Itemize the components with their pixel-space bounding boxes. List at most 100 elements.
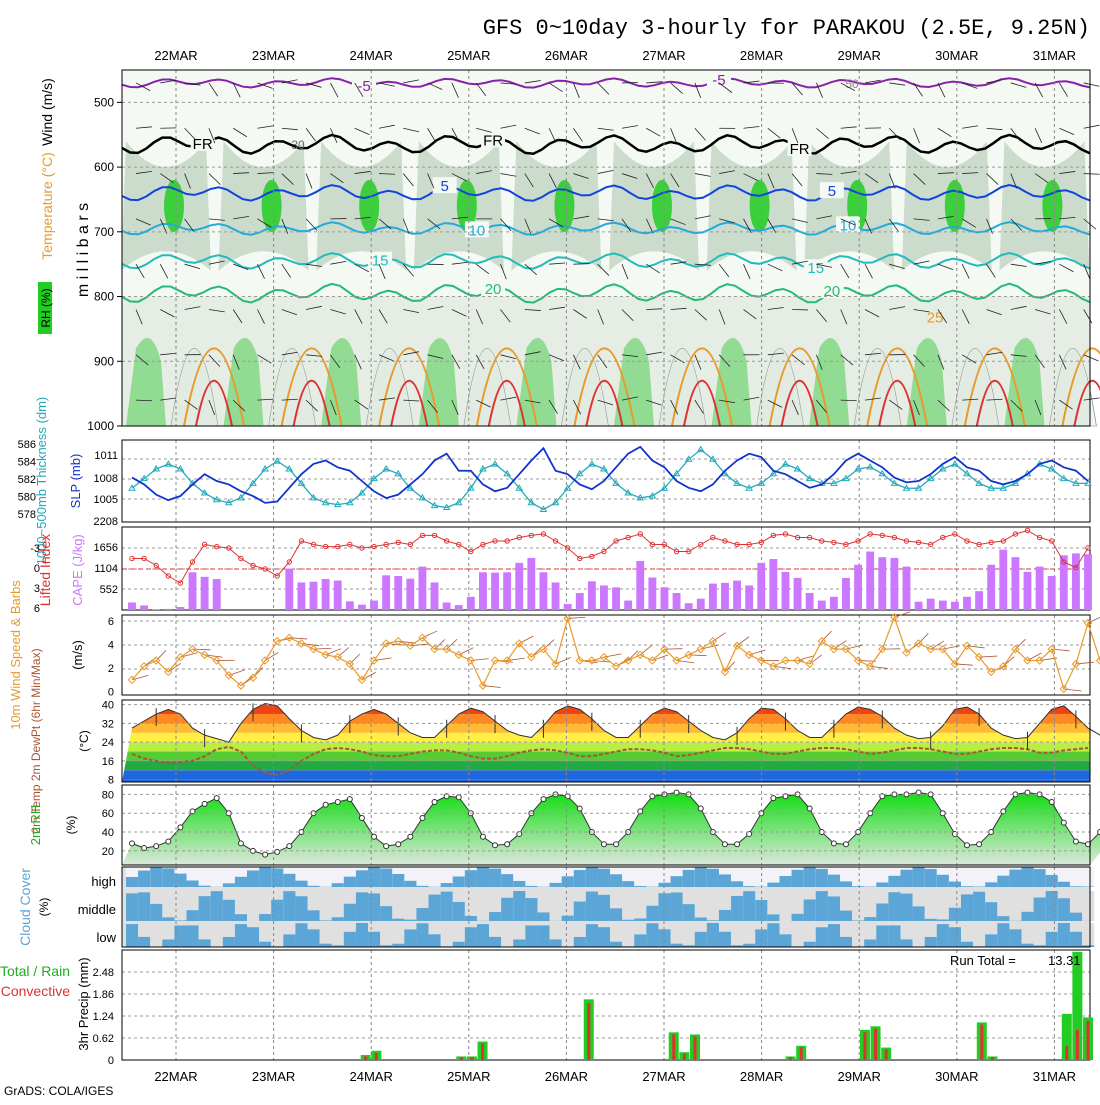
- cape-bar: [213, 579, 221, 610]
- cloud-cell-bg: [320, 923, 332, 947]
- date-label-top: 31MAR: [1033, 48, 1076, 63]
- cloud-cell: [1034, 869, 1046, 887]
- cloud-cell-bg: [622, 891, 634, 921]
- cape-bar: [334, 581, 342, 610]
- rh2m-point: [505, 842, 510, 847]
- wind10-axis-label: 10m Wind Speed & Barbs: [8, 580, 23, 730]
- cape-bar: [624, 601, 632, 610]
- cloud-cell: [852, 920, 864, 921]
- rh2m-point: [1073, 839, 1078, 844]
- rh2m-axis-label: 2m RH: [28, 805, 43, 845]
- contour-20-label: 20: [485, 281, 502, 298]
- rh2m-point: [178, 825, 183, 830]
- cloud-cell: [598, 869, 610, 887]
- cape-bar: [394, 576, 402, 610]
- cloud-cell-bg: [308, 867, 320, 887]
- temp-band: [122, 770, 1090, 779]
- date-label-top: 22MAR: [154, 48, 197, 63]
- cape-bar: [382, 575, 390, 610]
- rh2m-point: [614, 842, 619, 847]
- cape-bar: [297, 582, 305, 610]
- cape-bar: [600, 585, 608, 610]
- cloud-cell: [610, 942, 622, 947]
- wind10-unit: (m/s): [70, 640, 85, 670]
- cloud-cell: [550, 939, 562, 947]
- cloud-cell: [308, 929, 320, 947]
- cloud-cell: [392, 874, 404, 887]
- cloud-cell-bg: [525, 867, 537, 887]
- cloud-cell: [513, 891, 525, 921]
- date-label-bottom: 22MAR: [154, 1069, 197, 1084]
- cloud-cell: [392, 919, 404, 921]
- temp-band: [122, 733, 1090, 742]
- cloud-cell: [550, 883, 562, 887]
- cloud-cell: [404, 929, 416, 947]
- cloud-cell: [816, 869, 828, 887]
- wind10-tick-label: 0: [108, 687, 114, 699]
- cape-bar: [999, 550, 1007, 610]
- cloud-cell: [259, 914, 271, 921]
- contour-freezing-label: FR: [193, 136, 213, 153]
- cloud-cell: [925, 919, 937, 921]
- rh2m-point: [843, 842, 848, 847]
- cloud-cell: [525, 898, 537, 921]
- precip-conv-bar: [587, 1003, 590, 1060]
- rh2m-point: [541, 797, 546, 802]
- cape-bar: [866, 552, 874, 610]
- precip-conv-bar: [470, 1057, 473, 1060]
- cloud-cell: [900, 894, 912, 921]
- cape-bar: [406, 579, 414, 610]
- cloud-cell: [985, 882, 997, 887]
- cloud-cell-bg: [150, 923, 162, 947]
- cloud-cell-bg: [1070, 867, 1082, 887]
- cloud-level-label: low: [96, 930, 116, 945]
- cloud-cell: [1058, 898, 1070, 921]
- precip-conv-bar: [980, 1025, 983, 1060]
- cloud-cell: [828, 924, 840, 947]
- cape-bar: [431, 582, 439, 610]
- rh2m-point: [480, 834, 485, 839]
- cloud-cell: [876, 882, 888, 887]
- cloud-cell: [501, 874, 513, 887]
- cloud-cell: [755, 929, 767, 947]
- precip-tick-label: 0.62: [93, 1033, 114, 1045]
- rh2m-point: [323, 802, 328, 807]
- cloud-cell: [1046, 891, 1058, 921]
- cloud-cell: [840, 881, 852, 887]
- rh2m-point: [1061, 820, 1066, 825]
- cloud-cell: [247, 870, 259, 887]
- cloud-cell: [985, 934, 997, 947]
- temp-bands: [122, 695, 1090, 782]
- cloud-level-label: high: [91, 874, 116, 889]
- cape-bar: [540, 572, 548, 610]
- rh2m-point: [238, 841, 243, 846]
- slp-tick-label: 1008: [94, 473, 118, 485]
- slp-tick-label: 1005: [94, 494, 118, 506]
- rh2m-point: [359, 815, 364, 820]
- precip-conv-bar: [789, 1057, 792, 1060]
- cloud-cell: [1058, 882, 1070, 887]
- cape-bar: [285, 569, 293, 611]
- cloud-cell: [876, 925, 888, 947]
- cloud-cell: [828, 896, 840, 921]
- cloud-cell-bg: [211, 867, 223, 887]
- cloud-cell: [1046, 875, 1058, 887]
- precip-conv-bar: [874, 1029, 877, 1060]
- cloud-cell: [211, 891, 223, 921]
- cloud-cell: [235, 877, 247, 887]
- precip-conv-bar: [800, 1047, 803, 1060]
- precip-total-label: Total / Rain: [0, 963, 70, 979]
- wind10-tick-label: 2: [108, 663, 114, 675]
- temp2m-tick-label: 32: [102, 718, 114, 730]
- cloud-cell: [610, 874, 622, 887]
- contour-10-label: 10: [469, 222, 486, 239]
- cloud-cell: [416, 886, 428, 887]
- contour-minus5-label: -5: [357, 78, 370, 95]
- cloud-cell: [888, 892, 900, 921]
- contour-freezing-label: FR: [483, 132, 503, 149]
- cloud-cell-bg: [477, 891, 489, 921]
- cloud-axis-label: Cloud Cover: [17, 868, 33, 946]
- cloud-cell-bg: [683, 923, 695, 947]
- cloud-cell: [489, 937, 501, 947]
